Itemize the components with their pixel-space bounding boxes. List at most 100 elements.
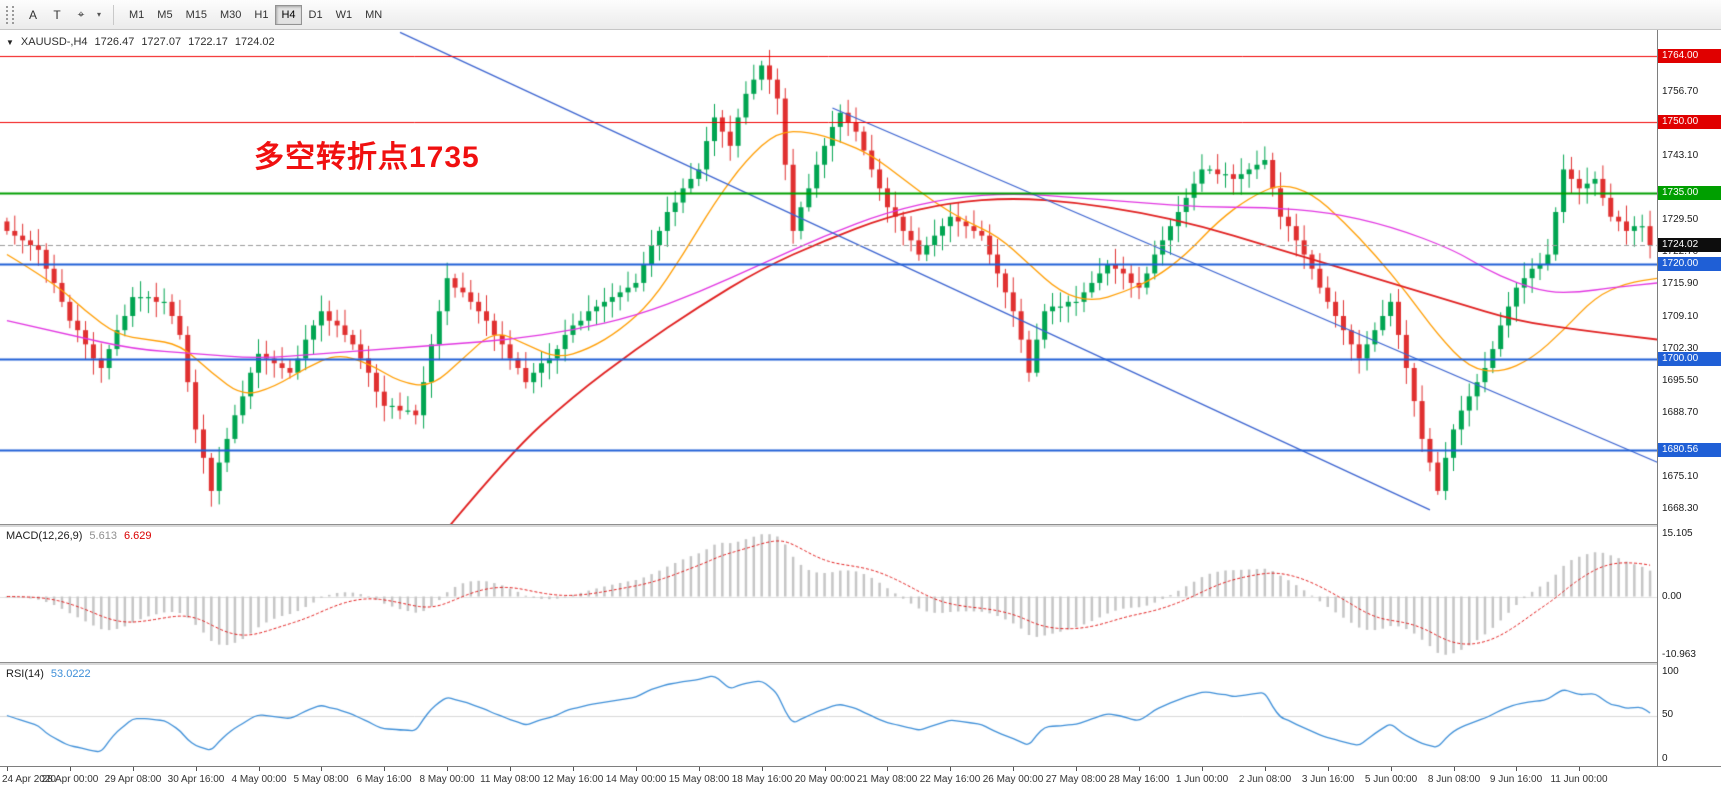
price-tag: 1735.00 [1658, 186, 1721, 200]
timeframe-d1-button[interactable]: D1 [303, 5, 329, 25]
time-label: 4 May 00:00 [231, 774, 287, 785]
chart-window: ▼ XAUUSD-,H4 1726.47 1727.07 1722.17 172… [0, 30, 1721, 790]
time-tick [1265, 767, 1266, 771]
time-tick [259, 767, 260, 771]
ohlc-open: 1726.47 [94, 36, 135, 48]
panel-splitter-rsi[interactable] [0, 662, 1721, 665]
time-tick [825, 767, 826, 771]
price-tick: 1688.70 [1662, 407, 1699, 418]
time-tick [1516, 767, 1517, 771]
time-tick [1454, 767, 1455, 771]
price-tag: 1764.00 [1658, 49, 1721, 63]
time-tick [510, 767, 511, 771]
time-tick [384, 767, 385, 771]
price-tick: 1715.90 [1662, 278, 1699, 289]
main-chart-panel: ▼ XAUUSD-,H4 1726.47 1727.07 1722.17 172… [0, 30, 1657, 524]
macd-header: MACD(12,26,9) 5.613 6.629 [6, 530, 151, 542]
shapes-tool-icon[interactable]: ⌖ [70, 4, 92, 26]
macd-canvas[interactable] [0, 527, 1657, 662]
timeframe-h4-button[interactable]: H4 [275, 4, 302, 25]
macd-label: MACD(12,26,9) [6, 530, 83, 542]
time-label: 30 Apr 16:00 [167, 774, 225, 785]
rsi-value: 53.0222 [50, 668, 91, 680]
price-tag: 1724.02 [1658, 238, 1721, 252]
timeframe-group: M1 M5 M15 M30 H1 H4 D1 W1 MN [123, 4, 388, 25]
time-tick [1579, 767, 1580, 771]
toolbar-separator [113, 4, 114, 25]
timeframe-m5-button[interactable]: M5 [151, 5, 178, 25]
time-tick [133, 767, 134, 771]
time-label: 20 May 00:00 [794, 774, 856, 785]
time-tick [1391, 767, 1392, 771]
annotate-letter-icon[interactable]: A [22, 4, 44, 26]
price-tick: 1743.10 [1662, 150, 1699, 161]
price-tick: 1668.30 [1662, 503, 1699, 514]
macd-signal-value: 6.629 [123, 530, 152, 542]
time-label: 28 May 16:00 [1108, 774, 1170, 785]
time-tick [762, 767, 763, 771]
time-label: 26 May 00:00 [982, 774, 1044, 785]
price-tick: 1709.10 [1662, 311, 1699, 322]
timeframe-m30-button[interactable]: M30 [214, 5, 247, 25]
time-label: 28 Apr 00:00 [41, 774, 99, 785]
time-label: 1 Jun 00:00 [1175, 774, 1229, 785]
time-tick [447, 767, 448, 771]
text-tool-icon[interactable]: T [46, 4, 68, 26]
time-tick [573, 767, 574, 771]
pivot-annotation-text[interactable]: 多空转折点1735 [254, 141, 480, 174]
timeframe-m1-button[interactable]: M1 [123, 5, 150, 25]
price-tick: 1695.50 [1662, 375, 1699, 386]
time-label: 22 May 16:00 [919, 774, 981, 785]
panel-splitter-macd[interactable] [0, 524, 1721, 527]
time-tick [1328, 767, 1329, 771]
price-tag: 1680.56 [1658, 443, 1721, 457]
shapes-caret-icon[interactable]: ▾ [94, 4, 104, 26]
price-axis[interactable]: 1756.701743.101729.501722.701715.901709.… [1657, 30, 1721, 766]
rsi-axis-top: 100 [1662, 666, 1679, 677]
time-tick [196, 767, 197, 771]
symbol-period-label: XAUUSD-,H4 [20, 36, 88, 48]
time-tick [887, 767, 888, 771]
macd-main-value: 5.613 [89, 530, 117, 542]
ohlc-close: 1724.02 [234, 36, 275, 48]
time-tick [321, 767, 322, 771]
time-tick [7, 767, 8, 771]
rsi-canvas[interactable] [0, 665, 1657, 766]
time-tick [950, 767, 951, 771]
price-tag: 1750.00 [1658, 115, 1721, 129]
timeframe-w1-button[interactable]: W1 [330, 5, 359, 25]
rsi-label: RSI(14) [6, 668, 44, 680]
timeframe-h1-button[interactable]: H1 [248, 5, 274, 25]
time-label: 29 Apr 08:00 [104, 774, 162, 785]
time-axis[interactable]: 24 Apr 2020 28 Apr 00:00 29 Apr 08:00 30 Ap… [0, 766, 1721, 790]
timeframe-m15-button[interactable]: M15 [180, 5, 213, 25]
macd-axis-zero: 0.00 [1662, 591, 1682, 602]
macd-axis-max: 15.105 [1662, 528, 1693, 539]
time-label: 11 May 08:00 [480, 774, 540, 785]
time-label: 14 May 00:00 [605, 774, 667, 785]
ohlc-low: 1722.17 [188, 36, 228, 48]
time-label: 27 May 08:00 [1045, 774, 1107, 785]
time-tick [1139, 767, 1140, 771]
time-tick [699, 767, 700, 771]
chart-title: ▼ XAUUSD-,H4 1726.47 1727.07 1722.17 172… [6, 36, 275, 48]
price-chart-canvas[interactable] [0, 30, 1657, 524]
time-label: 11 Jun 00:00 [1550, 774, 1608, 785]
time-label: 6 May 16:00 [356, 774, 412, 785]
time-tick [1013, 767, 1014, 771]
time-label: 3 Jun 16:00 [1301, 774, 1355, 785]
timeframe-mn-button[interactable]: MN [359, 5, 388, 25]
time-tick [636, 767, 637, 771]
time-label: 21 May 08:00 [856, 774, 918, 785]
rsi-header: RSI(14) 53.0222 [6, 668, 91, 680]
time-label: 12 May 16:00 [542, 774, 604, 785]
time-label: 5 Jun 00:00 [1364, 774, 1418, 785]
time-tick [1076, 767, 1077, 771]
time-tick [70, 767, 71, 771]
price-tick: 1675.10 [1662, 471, 1699, 482]
rsi-axis-bottom: 0 [1662, 753, 1668, 764]
time-label: 5 May 08:00 [293, 774, 349, 785]
chart-dropdown-triangle-icon: ▼ [6, 37, 14, 47]
toolbar-grip[interactable] [6, 5, 14, 24]
time-tick [1202, 767, 1203, 771]
